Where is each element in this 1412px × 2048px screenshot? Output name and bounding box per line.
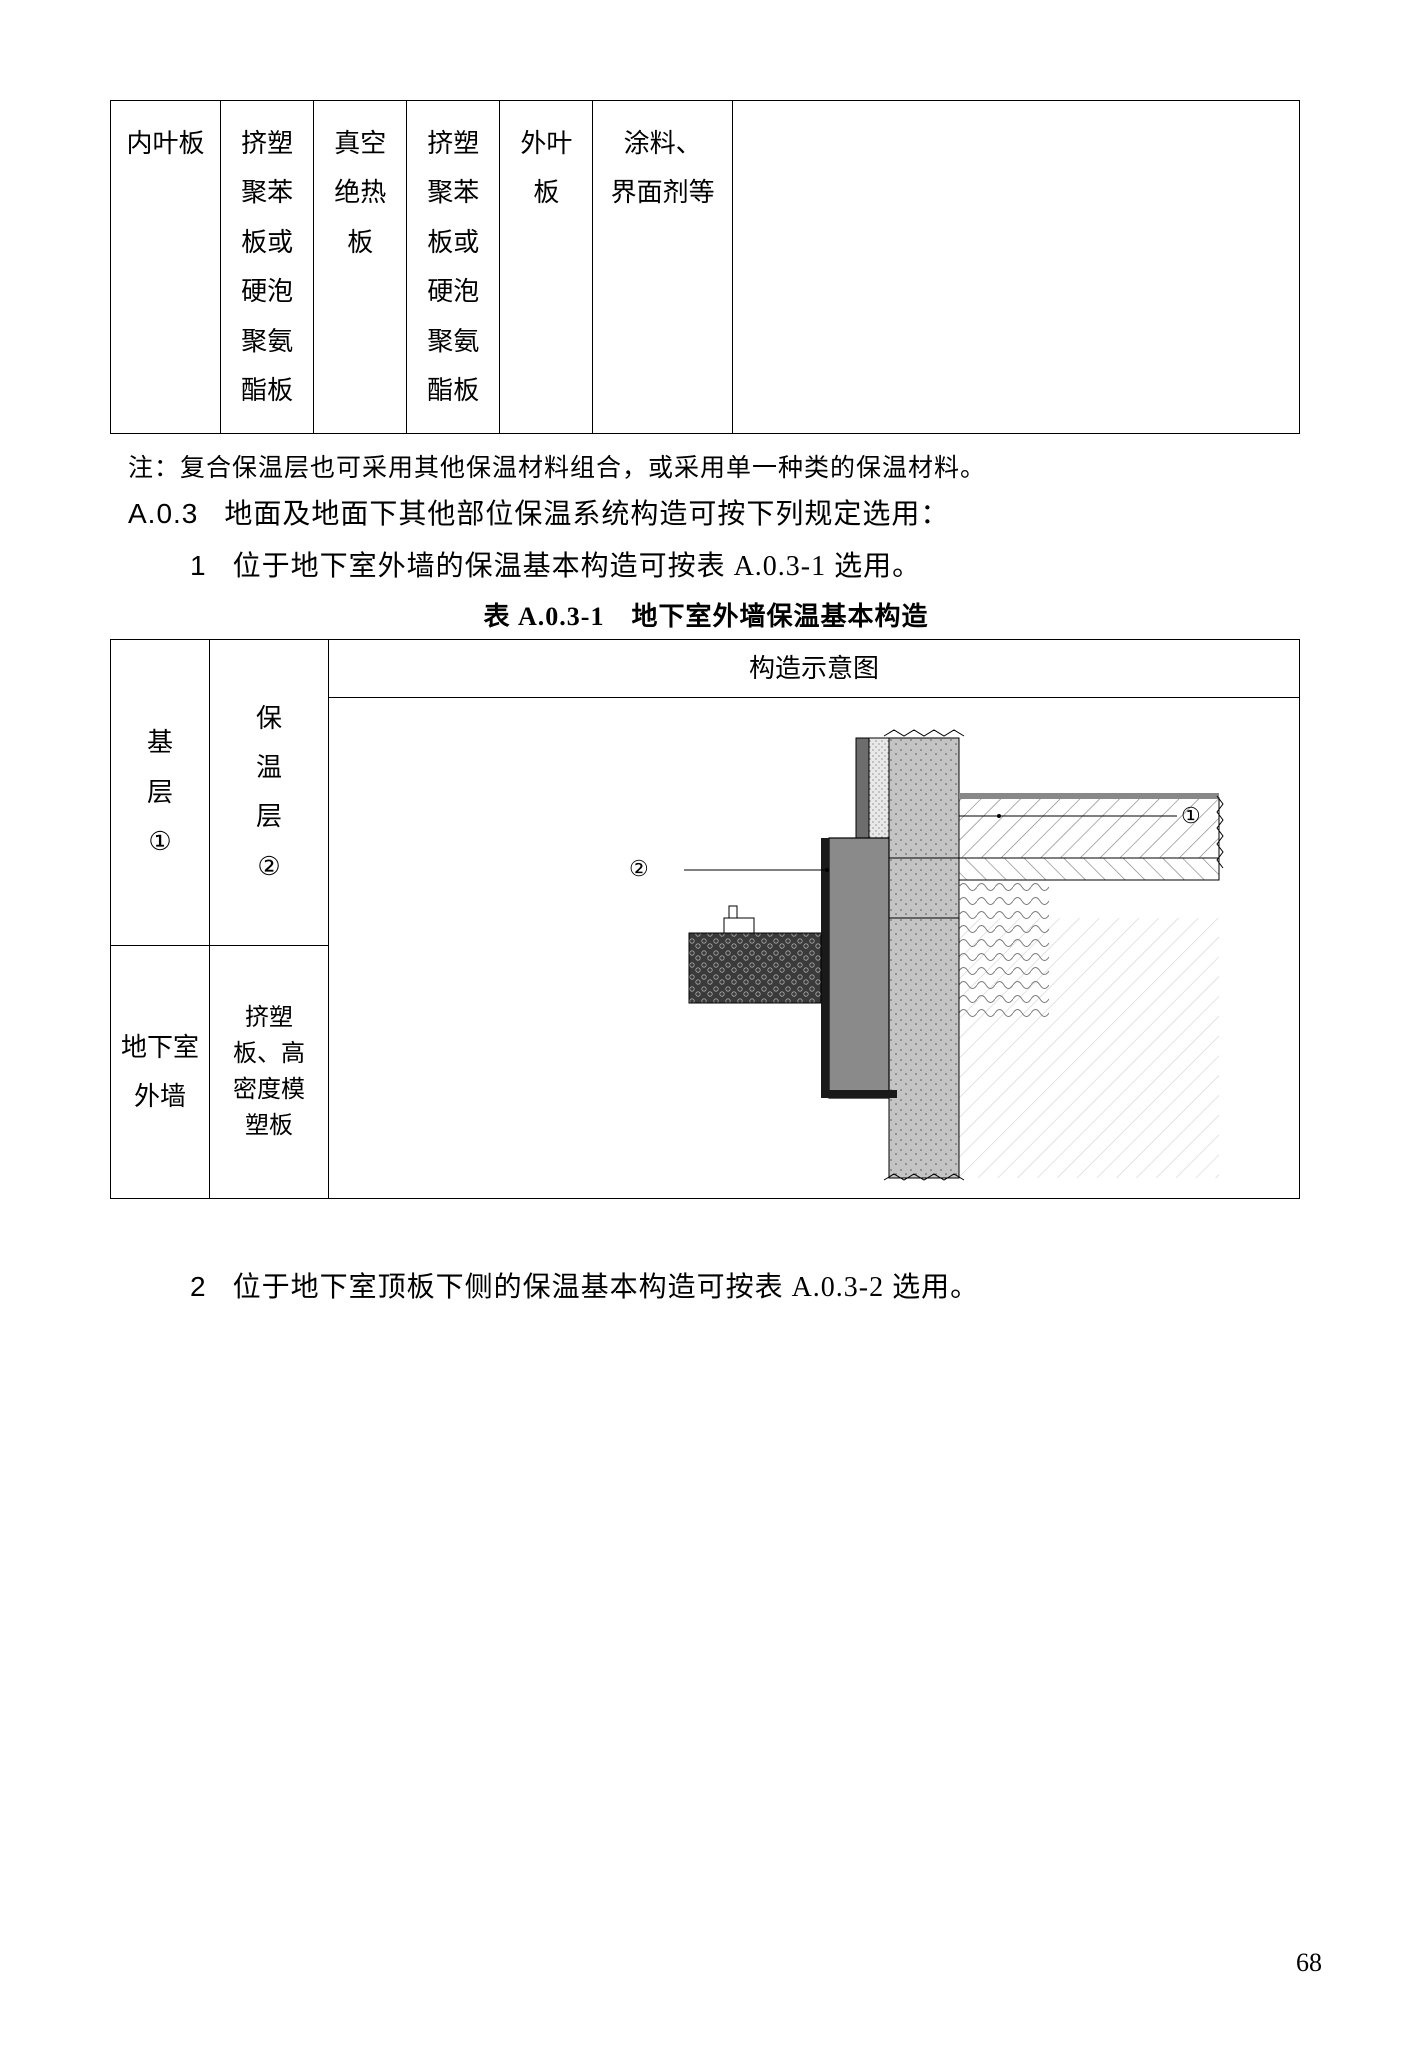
cell-vacuum: 真空 绝热 板 xyxy=(314,101,407,434)
header-base-layer: 基 层 ① xyxy=(111,639,210,945)
callout-2: ② xyxy=(629,856,649,881)
cell-inner-leaf: 内叶板 xyxy=(111,101,221,434)
body-insulation-layer: 挤塑 板、高 密度模 塑板 xyxy=(210,945,329,1198)
cell-empty xyxy=(732,101,1299,434)
page-number: 68 xyxy=(1296,1948,1322,1978)
callout-1: ① xyxy=(1181,803,1201,828)
construction-table: 基 层 ① 保 温 层 ② 构造示意图 xyxy=(110,639,1300,1199)
table2-caption: 表 A.0.3-1 地下室外墙保温基本构造 xyxy=(80,596,1332,633)
table-row: 基 层 ① 保 温 层 ② 构造示意图 xyxy=(111,639,1300,697)
cell-coating: 涂料、 界面剂等 xyxy=(593,101,733,434)
header-insulation-layer: 保 温 层 ② xyxy=(210,639,329,945)
cell-xps1: 挤塑 聚苯 板或 硬泡 聚氨 酯板 xyxy=(221,101,314,434)
body-base-layer: 地下室 外墙 xyxy=(111,945,210,1198)
table-note: 注：复合保温层也可采用其他保温材料组合，或采用单一种类的保温材料。 xyxy=(128,448,1332,484)
list-item-2: 2 位于地下室顶板下侧的保温基本构造可按表 A.0.3-2 选用。 xyxy=(190,1265,1332,1311)
diagram-cell: ① ② xyxy=(329,697,1300,1198)
cell-xps2: 挤塑 聚苯 板或 硬泡 聚氨 酯板 xyxy=(407,101,500,434)
materials-table: 内叶板 挤塑 聚苯 板或 硬泡 聚氨 酯板 真空 绝热 板 挤塑 聚苯 xyxy=(110,100,1300,434)
cell-outer-leaf: 外叶 板 xyxy=(500,101,593,434)
table-row: 内叶板 挤塑 聚苯 板或 硬泡 聚氨 酯板 真空 绝热 板 挤塑 聚苯 xyxy=(111,101,1300,434)
section-heading: A.0.3 地面及地面下其他部位保温系统构造可按下列规定选用： xyxy=(128,492,1332,538)
construction-diagram: ① ② xyxy=(329,698,1297,1198)
list-item-1: 1 位于地下室外墙的保温基本构造可按表 A.0.3-1 选用。 xyxy=(190,544,1332,590)
diagram-header: 构造示意图 xyxy=(329,639,1300,697)
